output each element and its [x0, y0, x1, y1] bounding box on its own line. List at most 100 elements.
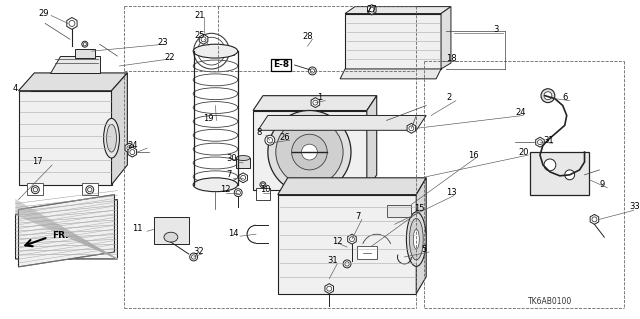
- Polygon shape: [227, 47, 234, 55]
- Circle shape: [327, 286, 332, 291]
- Circle shape: [409, 126, 414, 131]
- Polygon shape: [367, 96, 377, 190]
- Text: 29: 29: [38, 9, 49, 18]
- Text: 8: 8: [256, 128, 261, 137]
- Polygon shape: [345, 13, 441, 69]
- Text: 18: 18: [446, 54, 456, 63]
- Circle shape: [544, 92, 552, 100]
- Circle shape: [82, 41, 88, 47]
- Polygon shape: [28, 183, 44, 195]
- Circle shape: [261, 183, 264, 186]
- Ellipse shape: [410, 219, 423, 260]
- Text: FR.: FR.: [52, 231, 68, 240]
- Ellipse shape: [236, 156, 250, 160]
- Text: 32: 32: [194, 247, 204, 256]
- Circle shape: [268, 110, 351, 194]
- Circle shape: [301, 144, 317, 160]
- Text: 4: 4: [13, 84, 18, 93]
- Circle shape: [241, 175, 246, 180]
- Text: 27: 27: [367, 5, 378, 14]
- Circle shape: [191, 255, 196, 259]
- Text: 9: 9: [600, 180, 605, 189]
- Text: 13: 13: [446, 188, 456, 197]
- Polygon shape: [82, 183, 98, 195]
- Polygon shape: [256, 188, 270, 200]
- Circle shape: [189, 253, 198, 261]
- Text: 33: 33: [629, 202, 640, 211]
- Polygon shape: [19, 91, 111, 185]
- Ellipse shape: [413, 229, 419, 249]
- Polygon shape: [239, 173, 248, 183]
- Text: 17: 17: [33, 158, 43, 167]
- Polygon shape: [387, 204, 412, 217]
- Polygon shape: [278, 178, 426, 195]
- Text: 6: 6: [563, 93, 568, 102]
- Circle shape: [343, 260, 351, 268]
- Circle shape: [267, 137, 273, 143]
- Polygon shape: [128, 147, 136, 157]
- Ellipse shape: [164, 232, 178, 242]
- Text: 3: 3: [493, 25, 499, 34]
- Polygon shape: [111, 73, 127, 185]
- Circle shape: [369, 7, 374, 12]
- Circle shape: [236, 190, 241, 195]
- Circle shape: [33, 188, 38, 192]
- Circle shape: [292, 134, 327, 170]
- Text: 19: 19: [204, 114, 214, 123]
- Polygon shape: [416, 178, 426, 293]
- Text: 2: 2: [446, 93, 451, 102]
- Circle shape: [592, 217, 597, 222]
- Text: 16: 16: [468, 151, 478, 160]
- Circle shape: [69, 20, 75, 26]
- Text: 21: 21: [195, 11, 205, 20]
- Polygon shape: [236, 158, 250, 168]
- Text: 24: 24: [127, 141, 138, 150]
- Circle shape: [313, 100, 318, 105]
- Circle shape: [201, 37, 206, 42]
- Polygon shape: [340, 69, 441, 79]
- Circle shape: [310, 69, 315, 73]
- Circle shape: [130, 150, 135, 154]
- Polygon shape: [367, 5, 376, 15]
- Polygon shape: [15, 200, 118, 259]
- Polygon shape: [278, 195, 416, 293]
- Text: 26: 26: [280, 133, 291, 142]
- Polygon shape: [441, 7, 451, 69]
- Text: E-8: E-8: [273, 61, 289, 70]
- Circle shape: [86, 186, 93, 194]
- Text: 14: 14: [228, 229, 239, 238]
- Text: 1: 1: [317, 93, 323, 102]
- Polygon shape: [199, 34, 208, 44]
- Circle shape: [276, 118, 343, 186]
- Polygon shape: [311, 98, 319, 108]
- Text: 23: 23: [157, 38, 168, 47]
- Text: 12: 12: [220, 185, 231, 194]
- Circle shape: [31, 186, 39, 194]
- Text: 31: 31: [543, 136, 554, 145]
- Circle shape: [541, 89, 555, 103]
- Circle shape: [544, 159, 556, 171]
- Polygon shape: [75, 49, 95, 58]
- Text: 30: 30: [227, 153, 237, 162]
- Circle shape: [349, 237, 355, 241]
- Ellipse shape: [193, 178, 237, 192]
- Polygon shape: [325, 284, 333, 293]
- Text: 20: 20: [518, 148, 529, 157]
- Ellipse shape: [406, 212, 426, 266]
- Text: 12: 12: [332, 237, 342, 246]
- Ellipse shape: [107, 124, 116, 152]
- Text: 31: 31: [327, 256, 338, 265]
- Polygon shape: [536, 137, 544, 147]
- Text: TK6AB0100: TK6AB0100: [528, 297, 572, 306]
- Polygon shape: [50, 56, 100, 73]
- Polygon shape: [345, 7, 451, 13]
- Text: 15: 15: [414, 204, 425, 213]
- Circle shape: [564, 170, 575, 180]
- Polygon shape: [258, 115, 426, 130]
- Ellipse shape: [104, 118, 120, 158]
- Polygon shape: [154, 217, 189, 244]
- Circle shape: [88, 188, 92, 192]
- Circle shape: [260, 182, 266, 188]
- Circle shape: [83, 42, 86, 46]
- Text: 22: 22: [164, 53, 175, 62]
